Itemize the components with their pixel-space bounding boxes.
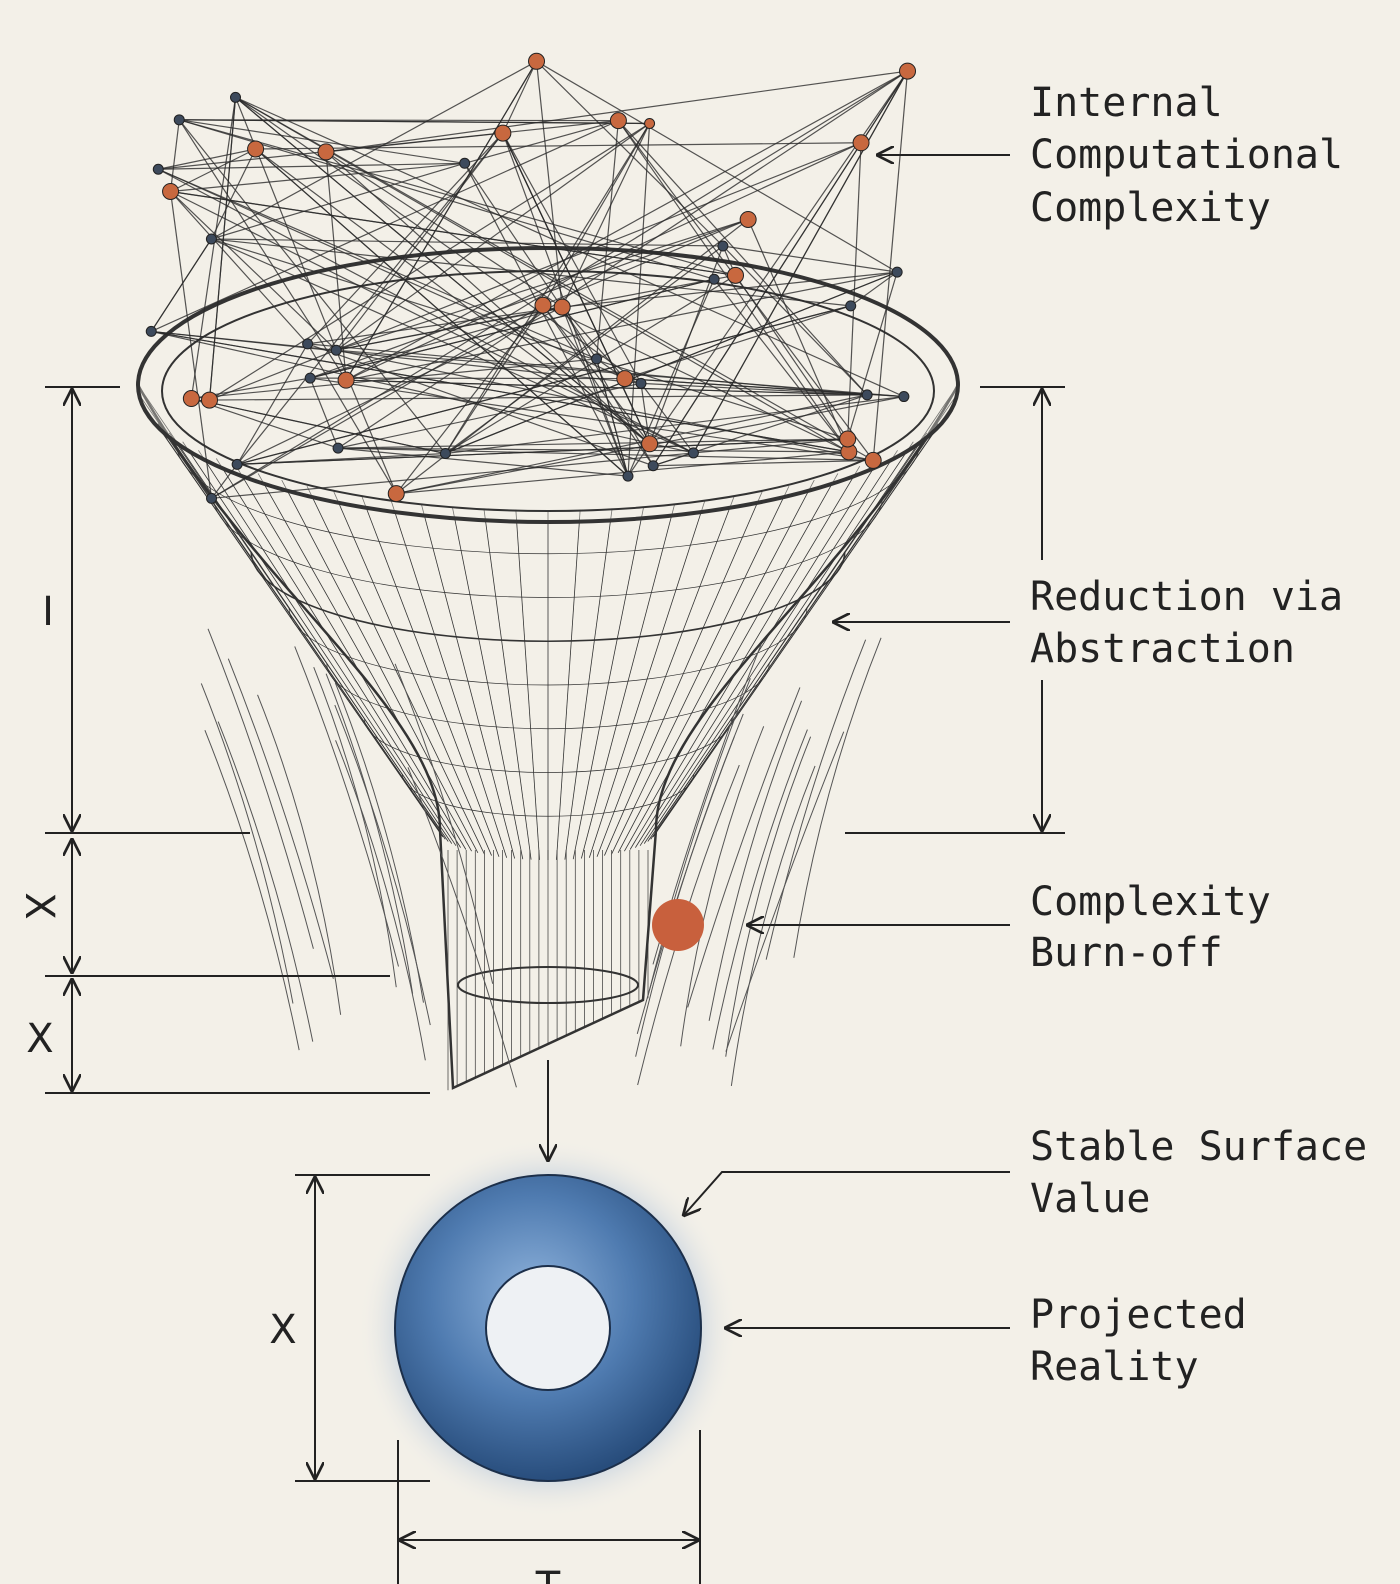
node [495,125,511,141]
label-line: Computational [1030,132,1343,178]
node [338,372,354,388]
label-line: Projected [1030,1292,1247,1338]
node [248,141,264,157]
node [740,211,756,227]
node [853,135,869,151]
torus [358,1138,738,1518]
node [529,53,545,69]
node [460,158,470,168]
node [331,345,341,355]
node [900,63,916,79]
label-line: Internal [1030,80,1223,126]
node [388,486,404,502]
label-line: Complexity [1030,185,1271,231]
node [146,326,156,336]
node [688,448,698,458]
node [862,390,872,400]
dimension-mark: X [26,1016,53,1062]
node [636,378,646,388]
node [617,371,633,387]
node [232,459,242,469]
node [305,373,315,383]
node [303,339,313,349]
node [648,461,658,471]
node [554,299,570,315]
node [892,267,902,277]
node [183,391,199,407]
burn-off-particle [652,899,704,951]
node [174,115,184,125]
node [535,297,551,313]
node [645,118,655,128]
node [846,301,856,311]
node [728,267,744,283]
node [440,448,450,458]
label-line: Burn-off [1030,930,1223,976]
label-line: Reduction via [1030,574,1343,620]
label-line: Complexity [1030,879,1271,925]
node [153,164,163,174]
node [610,113,626,129]
node [206,234,216,244]
rim-outer [138,248,958,522]
node [865,452,881,468]
node [718,241,728,251]
node [642,436,658,452]
dimension-mark: I [42,589,54,635]
node [623,471,633,481]
node [333,443,343,453]
diagram: Internal Computational Complexity Reduct… [0,0,1400,1584]
node [592,354,602,364]
node [201,392,217,408]
node [899,392,909,402]
label-line: Reality [1030,1344,1199,1390]
node [207,493,217,503]
dimension-mark: X [269,1307,296,1353]
dimension-mark: T [535,1564,561,1584]
label-line: Stable Surface [1030,1124,1367,1170]
label-line: Value [1030,1176,1150,1222]
node [318,144,334,160]
node [709,274,719,284]
node [840,431,856,447]
node [231,92,241,102]
dimension-mark: X [16,892,62,919]
node [163,183,179,199]
label-line: Abstraction [1030,626,1295,672]
